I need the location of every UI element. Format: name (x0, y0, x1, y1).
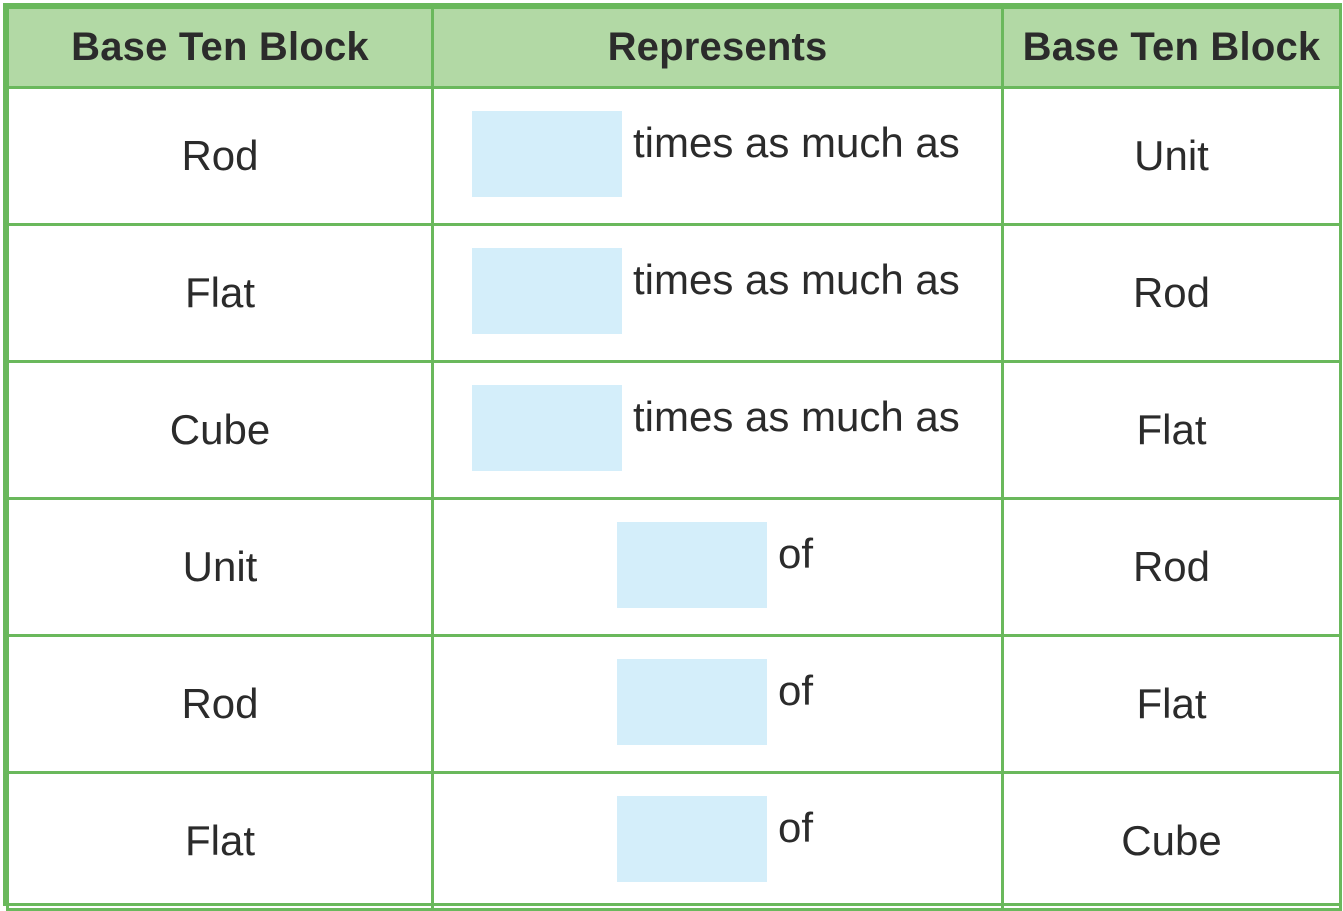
relation-text: of (778, 667, 814, 714)
represents-cell: times as much as (431, 360, 1004, 500)
base-ten-table-frame: Base Ten Block Represents Base Ten Block… (3, 3, 1342, 911)
table-row: Flat times as much as Rod (6, 223, 1342, 363)
answer-input[interactable] (472, 248, 622, 334)
table-row: Cube times as much as Flat (6, 360, 1342, 500)
represents-cell: of (431, 634, 1004, 774)
answer-input[interactable] (617, 659, 767, 745)
answer-input[interactable] (472, 111, 622, 197)
header-represents: Represents (431, 6, 1004, 89)
relation-text: times as much as (633, 393, 960, 440)
left-block-cell: Rod (6, 634, 434, 774)
right-block-cell: Flat (1001, 360, 1342, 500)
relation-text: of (778, 804, 814, 851)
represents-cell: of (431, 497, 1004, 637)
relation-text: times as much as (633, 119, 960, 166)
left-block-cell: Flat (6, 223, 434, 363)
table-row: Rod times as much as Unit (6, 86, 1342, 226)
relation-text: of (778, 530, 814, 577)
left-block-cell: Flat (6, 771, 434, 911)
right-block-cell: Unit (1001, 86, 1342, 226)
represents-cell: of (431, 771, 1004, 911)
header-base-ten-block-left: Base Ten Block (6, 6, 434, 89)
header-row: Base Ten Block Represents Base Ten Block (6, 6, 1342, 89)
represents-cell: times as much as (431, 223, 1004, 363)
left-block-cell: Unit (6, 497, 434, 637)
base-ten-table: Base Ten Block Represents Base Ten Block… (6, 6, 1342, 911)
answer-input[interactable] (472, 385, 622, 471)
header-base-ten-block-right: Base Ten Block (1001, 6, 1342, 89)
answer-input[interactable] (617, 522, 767, 608)
right-block-cell: Rod (1001, 223, 1342, 363)
relation-text: times as much as (633, 256, 960, 303)
right-block-cell: Rod (1001, 497, 1342, 637)
right-block-cell: Flat (1001, 634, 1342, 774)
table-row: Rod of Flat (6, 634, 1342, 774)
left-block-cell: Cube (6, 360, 434, 500)
represents-cell: times as much as (431, 86, 1004, 226)
answer-input[interactable] (617, 796, 767, 882)
left-block-cell: Rod (6, 86, 434, 226)
table-row: Unit of Rod (6, 497, 1342, 637)
table-row: Flat of Cube (6, 771, 1342, 911)
right-block-cell: Cube (1001, 771, 1342, 911)
